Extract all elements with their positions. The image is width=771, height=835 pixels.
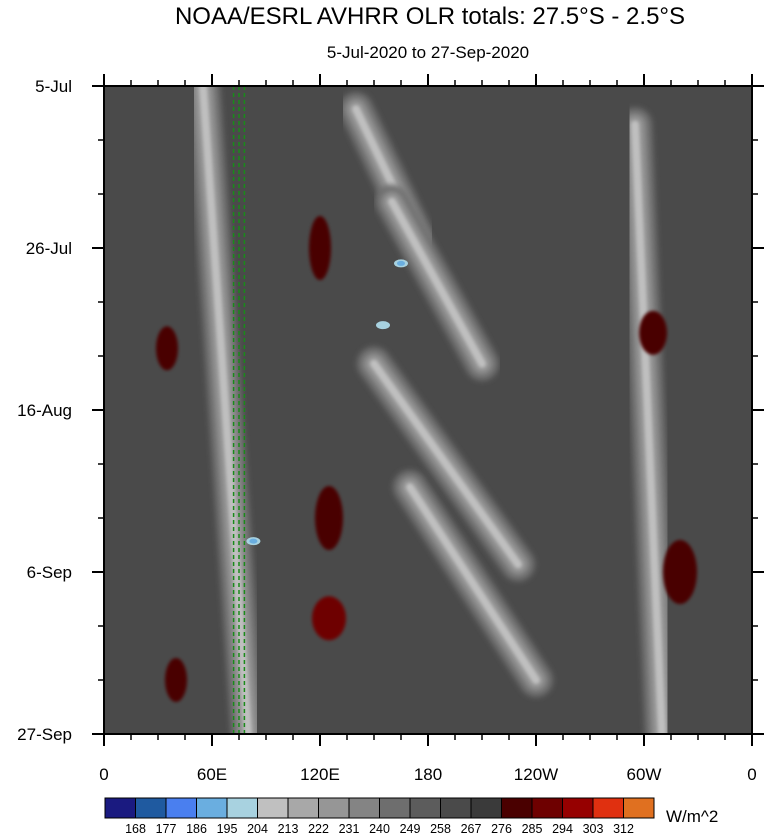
colorbar-swatch xyxy=(104,797,136,819)
colorbar-swatch xyxy=(379,797,411,819)
colorbar-level-label: 303 xyxy=(583,822,604,835)
x-tick-label: 60E xyxy=(197,765,227,784)
x-tick-label: 0 xyxy=(747,765,756,784)
colorbar-swatch xyxy=(470,797,502,819)
colorbar xyxy=(104,797,655,819)
high-olr-patch xyxy=(165,658,187,702)
minimum-olr-spot xyxy=(397,260,405,266)
convection-bands xyxy=(186,86,679,734)
colorbar-swatch xyxy=(623,797,655,819)
colorbar-level-label: 276 xyxy=(491,822,512,835)
colorbar-level-label: 285 xyxy=(522,822,543,835)
colorbar-swatch xyxy=(257,797,289,819)
colorbar-swatch xyxy=(287,797,319,819)
convection-band-core xyxy=(370,359,522,569)
minimum-olr-spot xyxy=(249,538,258,544)
colorbar-level-label: 249 xyxy=(400,822,421,835)
convection-band-core xyxy=(199,86,252,734)
x-tick-label: 120W xyxy=(514,765,558,784)
convection-band-core xyxy=(406,483,540,684)
x-tick-label: 0 xyxy=(99,765,108,784)
y-axis-labels: 5-Jul 26-Jul 16-Aug 6-Sep 27-Sep xyxy=(17,77,72,744)
colorbar-level-label: 204 xyxy=(247,822,268,835)
x-tick-label: 120E xyxy=(300,765,340,784)
colorbar-swatch xyxy=(562,797,594,819)
colorbar-swatch xyxy=(592,797,624,819)
colorbar-level-label: 258 xyxy=(430,822,451,835)
axis-ticks xyxy=(92,74,764,746)
colorbar-level-label: 294 xyxy=(552,822,573,835)
colorbar-units: W/m^2 xyxy=(666,807,718,826)
colorbar-level-label: 222 xyxy=(308,822,329,835)
chart-subtitle: 5-Jul-2020 to 27-Sep-2020 xyxy=(327,43,529,62)
chart-title: NOAA/ESRL AVHRR OLR totals: 27.5°S - 2.5… xyxy=(175,3,685,30)
minimum-olr-spot xyxy=(379,322,387,328)
colorbar-level-label: 267 xyxy=(461,822,482,835)
colorbar-swatch xyxy=(501,797,533,819)
colorbar-level-label: 231 xyxy=(339,822,360,835)
y-tick-label: 16-Aug xyxy=(17,401,72,420)
convection-band-core xyxy=(631,120,666,734)
colorbar-level-label: 195 xyxy=(217,822,238,835)
y-tick-label: 27-Sep xyxy=(17,725,72,744)
colorbar-level-label: 177 xyxy=(156,822,177,835)
plot-area xyxy=(104,86,752,734)
y-tick-label: 6-Sep xyxy=(27,563,72,582)
high-olr-patch xyxy=(156,326,178,371)
high-olr-patch xyxy=(309,216,331,280)
y-tick-label: 5-Jul xyxy=(35,77,72,96)
convection-band-core xyxy=(388,197,486,368)
colorbar-swatch xyxy=(531,797,563,819)
colorbar-swatch xyxy=(348,797,380,819)
colorbar-level-label: 213 xyxy=(278,822,299,835)
colorbar-swatch xyxy=(135,797,167,819)
reference-lines xyxy=(232,86,246,734)
colorbar-swatch xyxy=(196,797,228,819)
colorbar-swatch xyxy=(409,797,441,819)
colorbar-swatch xyxy=(226,797,258,819)
colorbar-level-label: 312 xyxy=(613,822,634,835)
minimum-olr-spots xyxy=(246,259,408,546)
x-axis-labels: 0 60E 120E 180 120W 60W 0 xyxy=(99,765,756,784)
high-olr-patch xyxy=(639,310,667,355)
colorbar-labels: 168 177 186 195 204 213 222 231 240 249 258 267 276 2… xyxy=(125,822,634,835)
colorbar-level-label: 240 xyxy=(369,822,390,835)
colorbar-swatch xyxy=(440,797,472,819)
high-olr-patch xyxy=(663,540,697,604)
colorbar-level-label: 186 xyxy=(186,822,207,835)
x-tick-label: 180 xyxy=(414,765,442,784)
colorbar-level-label: 168 xyxy=(125,822,146,835)
x-tick-label: 60W xyxy=(627,765,662,784)
high-olr-patches xyxy=(156,216,697,702)
high-olr-patch xyxy=(312,596,346,641)
colorbar-swatch xyxy=(165,797,197,819)
colorbar-swatch xyxy=(318,797,350,819)
y-tick-label: 26-Jul xyxy=(26,239,72,258)
high-olr-patch xyxy=(315,486,343,550)
